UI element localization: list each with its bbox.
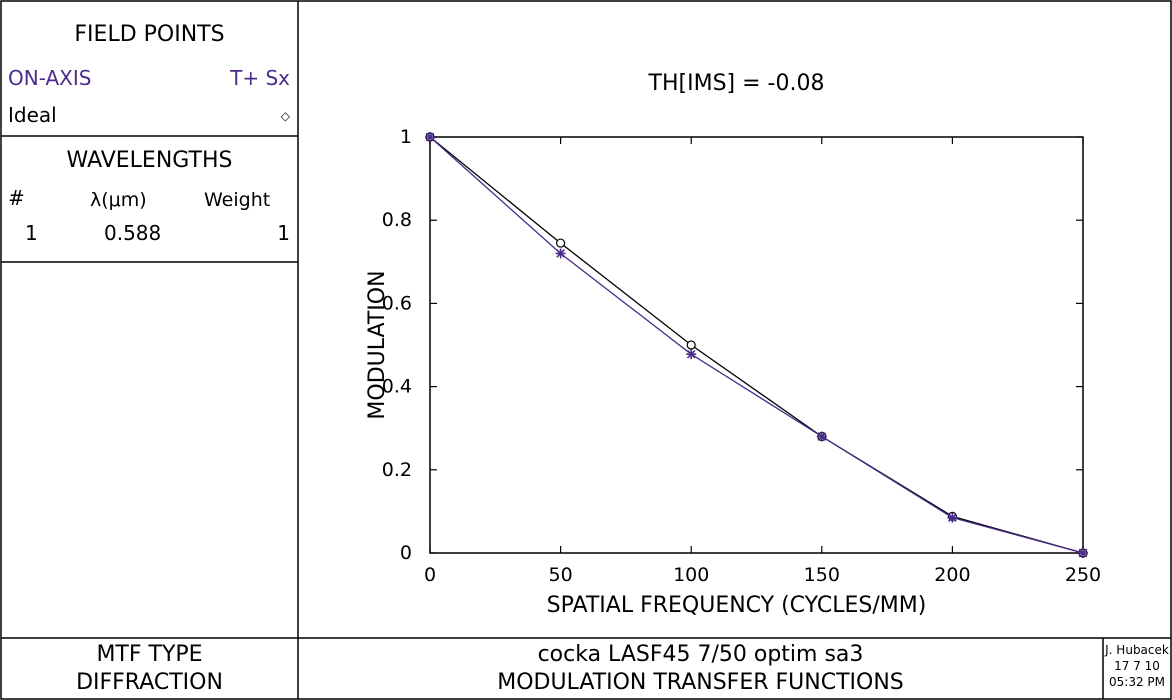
x-tick-label: 100 xyxy=(673,564,709,586)
wavelength-row-index: 1 xyxy=(25,221,38,245)
y-tick-label: 0.4 xyxy=(382,376,412,398)
wavelength-header-index: # xyxy=(8,186,25,210)
point-on-axis xyxy=(947,512,958,523)
wavelength-row-value: 0.588 xyxy=(104,221,162,245)
x-tick-label: 200 xyxy=(934,564,970,586)
point-ideal xyxy=(555,238,566,248)
field-point-on-axis-marker: T+ Sx xyxy=(230,66,290,90)
wavelength-header-lambda: λ(μm) xyxy=(90,189,147,211)
footer-title-line1: cocka LASF45 7/50 optim sa3 xyxy=(537,642,864,667)
footer-date: 17 7 10 xyxy=(1114,659,1160,673)
x-tick-label: 0 xyxy=(424,564,436,586)
series-ideal xyxy=(425,132,1088,558)
y-tick-label: 0.8 xyxy=(382,209,412,231)
point-on-axis xyxy=(1078,548,1088,558)
y-tick-label: 0.2 xyxy=(382,459,412,481)
point-on-axis xyxy=(425,132,435,142)
plot-frame xyxy=(429,136,1084,554)
chart-title: TH[IMS] = -0.08 xyxy=(648,71,825,96)
field-point-ideal-label: Ideal xyxy=(8,103,57,127)
mtf-type-label: MTF TYPE xyxy=(96,642,203,667)
series-line-on-axis xyxy=(429,136,1084,554)
y-axis-label: MODULATION xyxy=(365,270,390,419)
series-line-ideal xyxy=(429,136,1084,554)
footer-author: J. Hubacek xyxy=(1105,643,1169,657)
ideal-marker-icon: ◇ xyxy=(280,109,290,123)
x-tick-label: 150 xyxy=(804,564,840,586)
x-axis-label: SPATIAL FREQUENCY (CYCLES/MM) xyxy=(547,593,927,618)
wavelength-row-weight: 1 xyxy=(277,221,290,245)
footer-title-line2: MODULATION TRANSFER FUNCTIONS xyxy=(497,670,904,695)
field-point-on-axis-label: ON-AXIS xyxy=(8,66,92,90)
wavelengths-title: WAVELENGTHS xyxy=(66,148,233,173)
point-on-axis xyxy=(686,349,697,360)
y-tick-label: 1 xyxy=(400,126,412,148)
mtf-type-value: DIFFRACTION xyxy=(76,670,223,695)
y-tick-label: 0 xyxy=(400,542,412,564)
point-on-axis xyxy=(555,248,566,259)
x-tick-label: 250 xyxy=(1065,564,1101,586)
footer-time: 05:32 PM xyxy=(1109,675,1165,689)
wavelength-header-weight: Weight xyxy=(204,189,271,211)
x-tick-label: 50 xyxy=(549,564,573,586)
y-tick-label: 0.6 xyxy=(382,292,412,314)
series-on-axis xyxy=(425,132,1088,558)
field-points-title: FIELD POINTS xyxy=(74,22,225,47)
point-ideal xyxy=(686,340,696,350)
point-on-axis xyxy=(816,431,827,442)
